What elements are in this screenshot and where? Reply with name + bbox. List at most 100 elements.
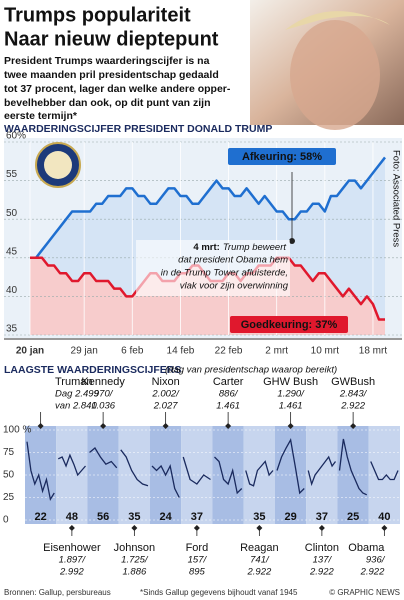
- president-day: 1.461: [279, 401, 303, 412]
- president-name: GHW Bush: [263, 376, 318, 388]
- low-label: 37: [316, 511, 328, 523]
- annotation-date: 4 mrt:: [193, 242, 219, 253]
- intro: eerste termijn*: [4, 110, 78, 122]
- president-day: 2.922: [340, 401, 365, 412]
- low-label: 22: [35, 511, 47, 523]
- president-day: 741/: [250, 555, 270, 566]
- president-day: 137/: [313, 555, 333, 566]
- approval-line: [307, 455, 337, 487]
- subtitle: (dag van presidentschap waarop bereikt): [165, 365, 337, 376]
- president-day: 970/: [94, 389, 114, 400]
- annotation: 4 mrt: Trump beweert: [193, 242, 286, 253]
- president-name: Reagan: [240, 542, 279, 554]
- x-tick-label: 6 feb: [121, 346, 144, 357]
- intro: bevelhebber dan ook, op dit punt van zij…: [4, 97, 211, 109]
- low-label: 37: [191, 511, 203, 523]
- president-name: Carter: [213, 376, 244, 388]
- intro: President Trumps waarderingscijfer is na: [4, 55, 210, 67]
- connector-marker: [287, 423, 294, 429]
- connector-marker: [350, 423, 357, 429]
- connector-marker: [162, 423, 169, 429]
- x-tick-label: 20 jan: [16, 346, 44, 357]
- area-approval: [30, 257, 385, 335]
- president-day: 886/: [219, 389, 239, 400]
- photo-face: [290, 20, 380, 130]
- line-afkeuring: [30, 156, 386, 260]
- approval-line: [370, 461, 399, 481]
- seal: [44, 151, 72, 179]
- president-day: 895: [189, 567, 206, 578]
- president-name: Truman: [55, 376, 93, 388]
- president-name: Johnson: [114, 542, 156, 554]
- approval-line: [338, 438, 368, 496]
- annotation-dot: [289, 238, 295, 244]
- president-name: Nixon: [152, 376, 180, 388]
- connector-marker: [131, 525, 138, 531]
- president-day: van 2.840: [55, 401, 97, 412]
- note: *Sinds Gallup gegevens bijhoudt vanaf 19…: [140, 588, 298, 597]
- approval-line: [120, 449, 149, 487]
- president-name: Ford: [186, 542, 209, 554]
- president-day: 2.843/: [339, 389, 368, 400]
- approval-line: [182, 456, 211, 485]
- annotation-text: Trump beweert: [223, 242, 287, 253]
- president-day: 2.027: [153, 401, 178, 412]
- approval-line: [57, 453, 86, 477]
- intro: tot 37 procent, lager dan welke andere o…: [4, 83, 231, 95]
- connector-marker: [193, 525, 200, 531]
- y-tick-label: 45: [6, 246, 18, 257]
- x-tick-label: 29 jan: [71, 346, 98, 357]
- x-tick-label: 2 mrt: [265, 346, 288, 357]
- president-name: Kennedy: [81, 376, 125, 388]
- x-tick-label: 22 feb: [215, 346, 243, 357]
- y-tick-label: 35: [6, 324, 18, 335]
- copyright: © GRAPHIC NEWS: [329, 588, 400, 597]
- low-label: 29: [285, 511, 297, 523]
- approval-line: [151, 464, 180, 498]
- x-tick-label: 14 feb: [167, 346, 195, 357]
- president-day: 1.290/: [277, 389, 305, 400]
- y-tick-label: 100 %: [3, 425, 31, 436]
- chart-1: 35 40 45 50 55 60% 20 jan 29 jan 6 feb 14 feb 22 f…: [4, 131, 402, 357]
- president-day: 1.725/: [121, 555, 149, 566]
- president-day: 1.461: [216, 401, 240, 412]
- series-label: Goedkeuring: 37%: [241, 319, 338, 331]
- series-label: Afkeuring: 58%: [242, 151, 322, 163]
- y-tick-label: 60%: [6, 131, 26, 142]
- approval-line: [26, 441, 55, 502]
- low-label: 40: [378, 511, 390, 523]
- x-tick-label: 10 mrt: [311, 346, 340, 357]
- president-day: 2.002/: [151, 389, 180, 400]
- x-tick-label: 18 mrt: [359, 346, 388, 357]
- connector-marker: [318, 525, 325, 531]
- low-label: 25: [347, 511, 359, 523]
- president-day: 936/: [366, 555, 386, 566]
- president-day: 2.922: [246, 567, 271, 578]
- photo-credit: Foto: Associated Press: [390, 150, 401, 247]
- president-day: 157/: [188, 555, 208, 566]
- y-tick-label: 25: [3, 492, 15, 503]
- president-day: 1.897/: [59, 555, 87, 566]
- intro: twee maanden pril presidentschap gedaald: [4, 69, 219, 81]
- section-title: LAAGSTE WAARDERINGSCIJFERS: [4, 364, 181, 376]
- president-day: Dag 2.499: [55, 389, 100, 400]
- sources: Bronnen: Gallup, persbureaus: [4, 588, 111, 597]
- y-tick-label: 50: [3, 470, 15, 481]
- title: Trumps populariteit: [4, 4, 191, 26]
- approval-line: [214, 456, 243, 495]
- president-day: 1.036: [91, 401, 115, 412]
- connector-marker: [381, 525, 388, 531]
- series-label-box: [230, 316, 348, 333]
- title: Naar nieuw dieptepunt: [4, 28, 219, 50]
- y-tick-label: 55: [6, 169, 18, 180]
- photo-hair: [285, 11, 390, 30]
- connector-marker: [256, 525, 263, 531]
- y-tick-label: 75: [3, 447, 15, 458]
- connector-marker: [37, 423, 44, 429]
- president-name: Obama: [348, 542, 385, 554]
- approval-line: [276, 437, 305, 495]
- connector-marker: [225, 423, 232, 429]
- president-day: 1.886: [122, 567, 146, 578]
